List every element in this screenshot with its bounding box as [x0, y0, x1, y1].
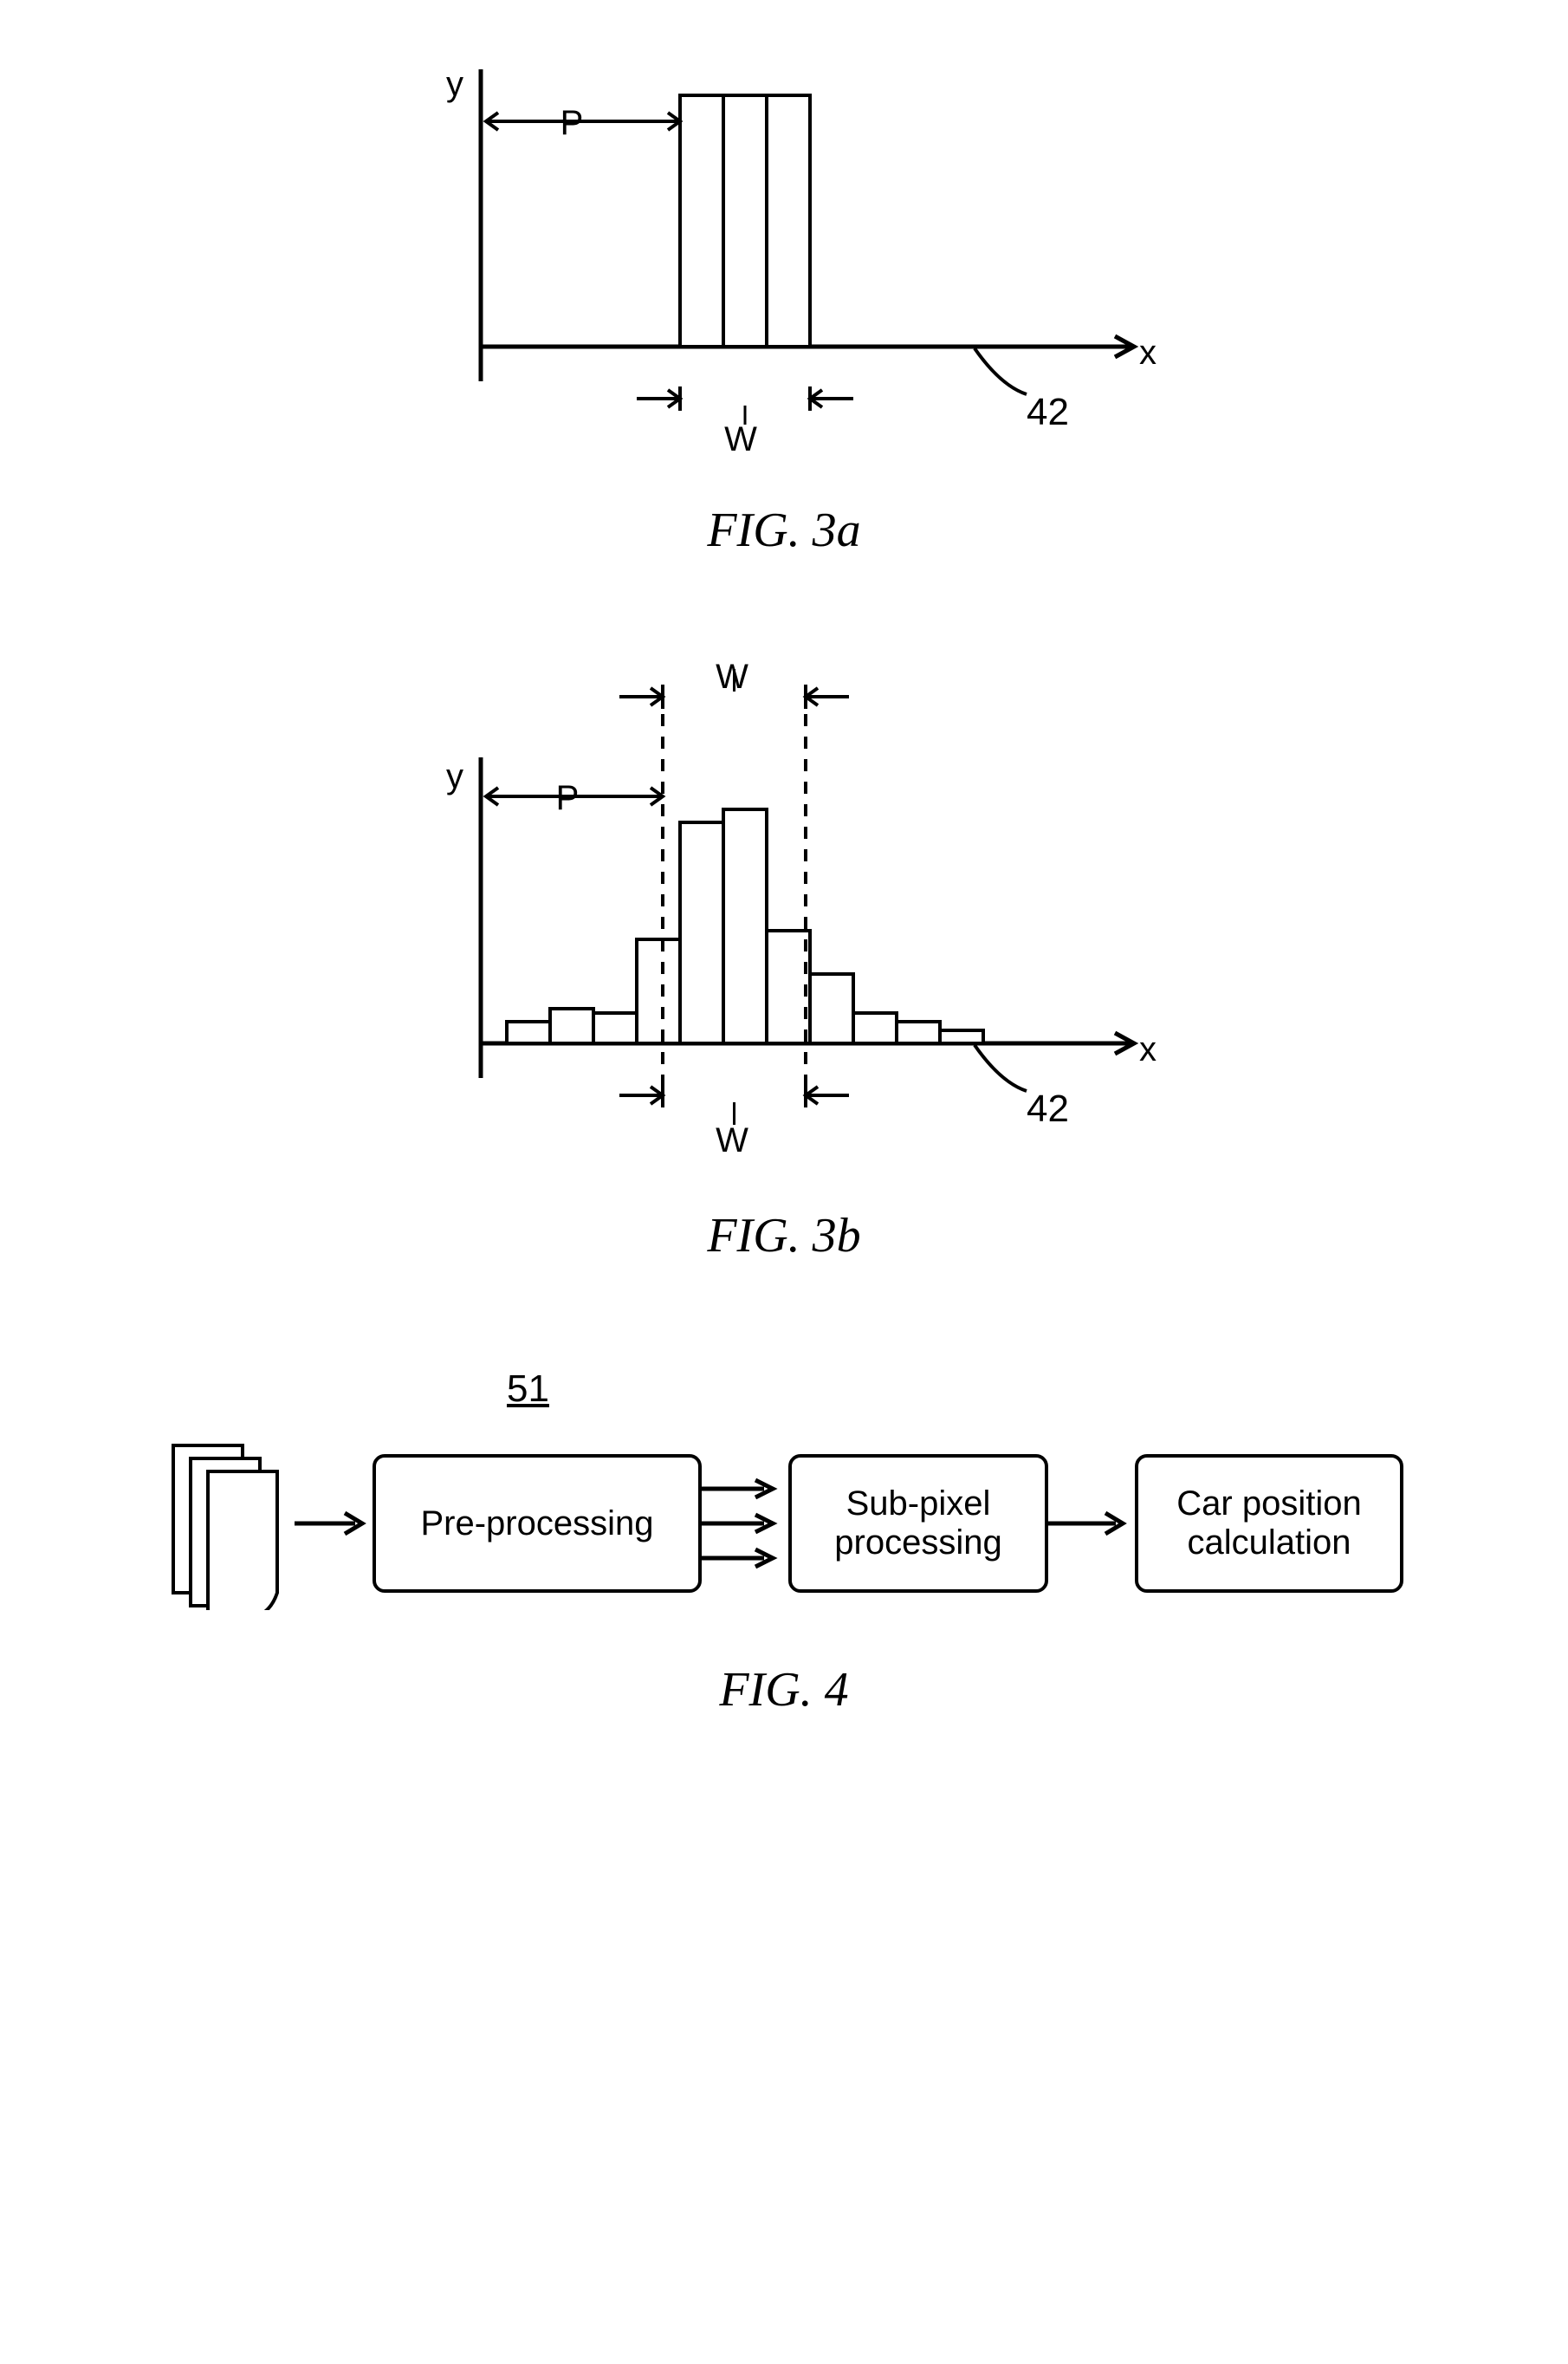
fig3b-ref-label: 42	[1027, 1088, 1069, 1130]
fig3b-x-label: x	[1139, 1030, 1157, 1068]
fig3a-P-label: P	[560, 104, 584, 142]
arrow-icon	[295, 1506, 373, 1541]
fig3a-ref-label: 42	[1027, 391, 1069, 433]
fig4-caption: FIG. 4	[719, 1662, 848, 1718]
carpos-box: Car position calculation	[1135, 1454, 1403, 1593]
arrow-icon	[1048, 1506, 1135, 1541]
preprocessing-label: Pre-processing	[420, 1504, 653, 1543]
fig3a-W-label: W	[724, 420, 757, 458]
figure-3a: y x P W 42 FIG. 3a	[35, 52, 1533, 558]
fig3b-Wbot-label: W	[716, 1121, 748, 1159]
fig3a-caption: FIG. 3a	[707, 503, 860, 558]
fig4-flow: Pre-processing Sub-pixel processing Car …	[165, 1437, 1403, 1610]
figure-4: 51 Pre-processing Sub-pixel process	[35, 1367, 1533, 1718]
fig3b-chart: y x P W W 42	[386, 662, 1182, 1165]
preprocessing-box: Pre-processing	[373, 1454, 702, 1593]
triple-arrow-icon	[702, 1454, 788, 1593]
subpixel-box: Sub-pixel processing	[788, 1454, 1048, 1593]
fig3a-chart: y x P W 42	[386, 52, 1182, 459]
figure-3b: y x P W W 42 FIG. 3b	[35, 662, 1533, 1263]
pages-icon	[165, 1437, 295, 1610]
fig3a-x-label: x	[1139, 334, 1157, 372]
fig3b-Wtop-label: W	[716, 662, 748, 696]
fig3b-y-label: y	[446, 757, 463, 796]
fig4-ref-top: 51	[507, 1367, 1434, 1411]
fig3b-P-label: P	[556, 779, 580, 817]
subpixel-label: Sub-pixel processing	[834, 1484, 1001, 1562]
fig3b-caption: FIG. 3b	[707, 1208, 860, 1263]
carpos-label: Car position calculation	[1176, 1484, 1361, 1562]
fig3a-y-label: y	[446, 65, 463, 103]
